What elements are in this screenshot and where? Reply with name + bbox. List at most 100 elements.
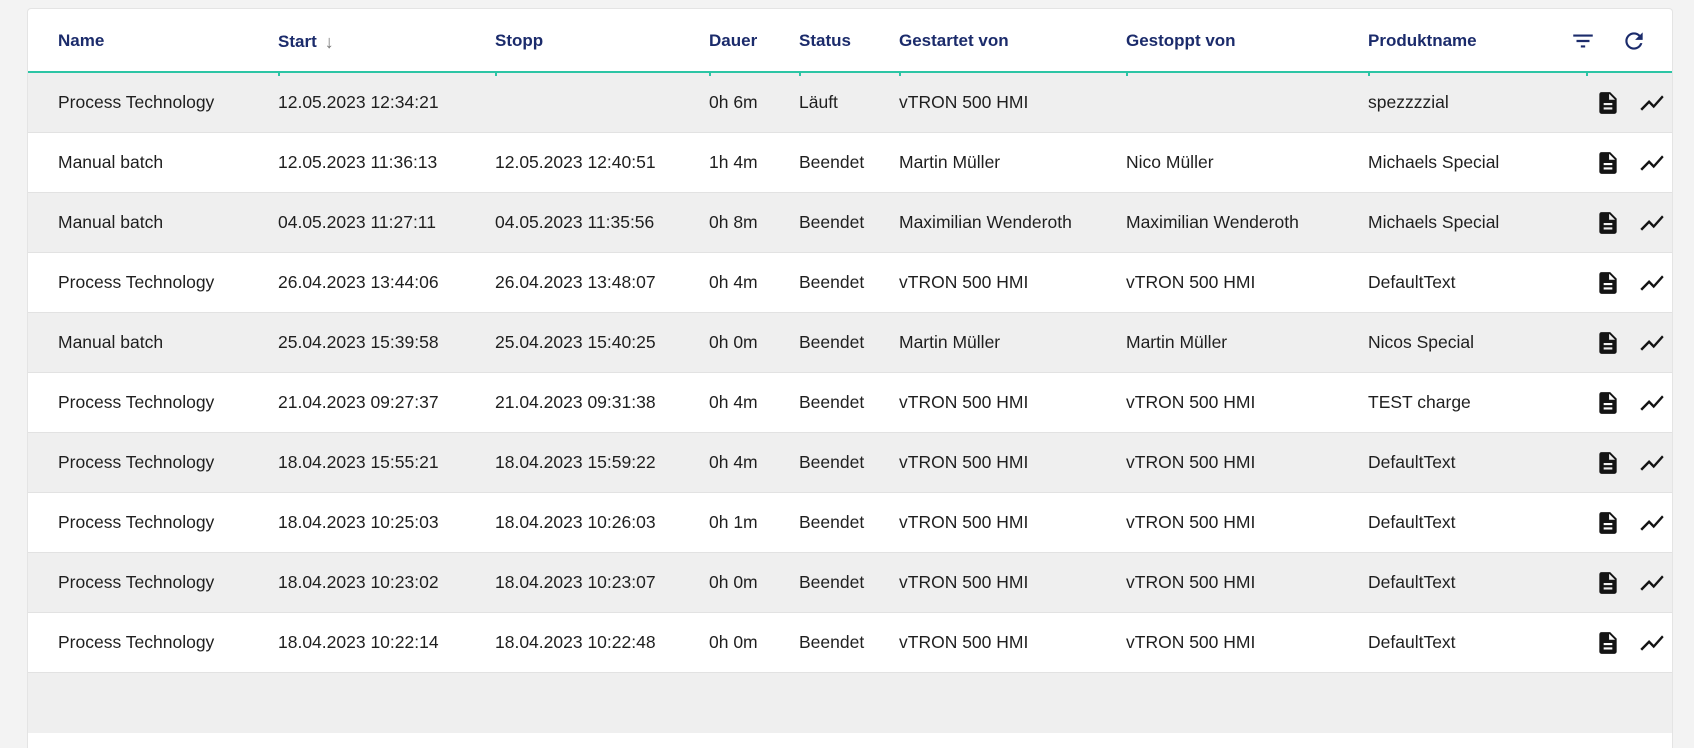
- cell-name: Process Technology: [58, 92, 215, 112]
- cell-dauer: 0h 8m: [709, 212, 758, 232]
- cell-produktname: DefaultText: [1368, 632, 1456, 652]
- cell-name: Manual batch: [58, 332, 164, 352]
- cell-dauer: 0h 6m: [709, 92, 758, 112]
- cell-stopp: 26.04.2023 13:48:07: [495, 272, 656, 292]
- cell-status: Beendet: [799, 452, 865, 472]
- document-icon: [1599, 451, 1617, 474]
- table-body: Process Technology 12.05.2023 12:34:21 0…: [28, 73, 1672, 733]
- batch-chart-button[interactable]: [1630, 449, 1672, 477]
- table-row[interactable]: Process Technology 18.04.2023 15:55:21 1…: [28, 433, 1672, 493]
- cell-gestartet-von: vTRON 500 HMI: [899, 92, 1029, 112]
- cell-status: Beendet: [799, 152, 865, 172]
- cell-start: 04.05.2023 11:27:11: [278, 212, 436, 232]
- cell-start: 26.04.2023 13:44:06: [278, 272, 439, 292]
- trend-line-icon: [1640, 634, 1664, 651]
- filter-list-icon: [1573, 34, 1593, 48]
- table-row-partial[interactable]: [28, 673, 1672, 733]
- batch-report-button[interactable]: [1586, 630, 1630, 656]
- col-header-name[interactable]: Name: [58, 31, 105, 50]
- col-header-start[interactable]: Start ↓: [278, 31, 334, 52]
- cell-name: Manual batch: [58, 212, 164, 232]
- cell-name: Process Technology: [58, 572, 215, 592]
- batch-report-button[interactable]: [1586, 210, 1630, 236]
- batch-report-button[interactable]: [1586, 90, 1630, 116]
- cell-gestoppt-von: Nico Müller: [1126, 152, 1214, 172]
- cell-gestoppt-von: vTRON 500 HMI: [1126, 572, 1256, 592]
- cell-stopp: 18.04.2023 10:23:07: [495, 572, 656, 592]
- batch-report-button[interactable]: [1586, 270, 1630, 296]
- col-header-stopp[interactable]: Stopp: [495, 31, 544, 50]
- trend-line-icon: [1640, 574, 1664, 591]
- batch-chart-button[interactable]: [1630, 89, 1672, 117]
- batch-report-button[interactable]: [1586, 330, 1630, 356]
- table-row[interactable]: Process Technology 18.04.2023 10:25:03 1…: [28, 493, 1672, 553]
- batch-chart-button[interactable]: [1630, 569, 1672, 597]
- table-row[interactable]: Process Technology 18.04.2023 10:22:14 1…: [28, 613, 1672, 673]
- table-row[interactable]: Process Technology 21.04.2023 09:27:37 2…: [28, 373, 1672, 433]
- cell-status: Läuft: [799, 92, 838, 112]
- table-row[interactable]: Process Technology 18.04.2023 10:23:02 1…: [28, 553, 1672, 613]
- batch-report-button[interactable]: [1586, 450, 1630, 476]
- document-icon: [1599, 631, 1617, 654]
- trend-line-icon: [1640, 154, 1664, 171]
- trend-line-icon: [1640, 214, 1664, 231]
- trend-line-icon: [1640, 94, 1664, 111]
- cell-start: 18.04.2023 10:23:02: [278, 572, 439, 592]
- batch-chart-button[interactable]: [1630, 509, 1672, 537]
- cell-start: 18.04.2023 10:25:03: [278, 512, 439, 532]
- cell-gestartet-von: vTRON 500 HMI: [899, 512, 1029, 532]
- batch-report-button[interactable]: [1586, 390, 1630, 416]
- cell-produktname: Nicos Special: [1368, 332, 1475, 352]
- col-header-gestoppt-von[interactable]: Gestoppt von: [1126, 31, 1236, 50]
- cell-start: 12.05.2023 12:34:21: [278, 92, 439, 112]
- cell-start: 18.04.2023 10:22:14: [278, 632, 439, 652]
- cell-produktname: spezzzzial: [1368, 92, 1449, 112]
- table-header: Name Start ↓ Stopp Dauer Status Gestartet…: [28, 9, 1672, 76]
- filter-list-button[interactable]: [1573, 28, 1630, 54]
- document-icon: [1599, 511, 1617, 534]
- cell-stopp: 21.04.2023 09:31:38: [495, 392, 656, 412]
- cell-dauer: 0h 4m: [709, 272, 758, 292]
- cell-status: Beendet: [799, 632, 865, 652]
- cell-start: 21.04.2023 09:27:37: [278, 392, 439, 412]
- cell-name: Process Technology: [58, 272, 215, 292]
- batch-report-button[interactable]: [1586, 510, 1630, 536]
- cell-stopp: 25.04.2023 15:40:25: [495, 332, 656, 352]
- batch-report-button[interactable]: [1586, 150, 1630, 176]
- cell-produktname: DefaultText: [1368, 512, 1456, 532]
- table-row[interactable]: Manual batch 12.05.2023 11:36:13 12.05.2…: [28, 133, 1672, 193]
- refresh-icon: [1625, 32, 1643, 50]
- document-icon: [1599, 391, 1617, 414]
- cell-produktname: DefaultText: [1368, 452, 1456, 472]
- cell-gestartet-von: Martin Müller: [899, 332, 1001, 352]
- batch-table-card: Name Start ↓ Stopp Dauer Status Gestartet…: [27, 8, 1673, 748]
- col-header-produktname[interactable]: Produktname: [1368, 31, 1477, 50]
- col-header-gestartet-von[interactable]: Gestartet von: [899, 31, 1009, 50]
- cell-produktname: DefaultText: [1368, 572, 1456, 592]
- batch-chart-button[interactable]: [1630, 389, 1672, 417]
- table-row[interactable]: Manual batch 04.05.2023 11:27:11 04.05.2…: [28, 193, 1672, 253]
- batch-chart-button[interactable]: [1630, 269, 1672, 297]
- cell-produktname: Michaels Special: [1368, 152, 1500, 172]
- cell-stopp: 18.04.2023 10:26:03: [495, 512, 656, 532]
- table-row[interactable]: Manual batch 25.04.2023 15:39:58 25.04.2…: [28, 313, 1672, 373]
- cell-status: Beendet: [799, 272, 865, 292]
- cell-produktname: DefaultText: [1368, 272, 1456, 292]
- cell-stopp: 18.04.2023 10:22:48: [495, 632, 656, 652]
- table-row[interactable]: Process Technology 12.05.2023 12:34:21 0…: [28, 73, 1672, 133]
- cell-gestartet-von: vTRON 500 HMI: [899, 272, 1029, 292]
- document-icon: [1599, 331, 1617, 354]
- cell-gestoppt-von: Martin Müller: [1126, 332, 1228, 352]
- batch-chart-button[interactable]: [1630, 149, 1672, 177]
- col-header-dauer[interactable]: Dauer: [709, 31, 758, 50]
- col-header-status[interactable]: Status: [799, 31, 851, 50]
- batch-chart-button[interactable]: [1630, 629, 1672, 657]
- cell-stopp: 04.05.2023 11:35:56: [495, 212, 655, 232]
- cell-dauer: 0h 0m: [709, 332, 758, 352]
- batch-chart-button[interactable]: [1630, 329, 1672, 357]
- batch-chart-button[interactable]: [1630, 209, 1672, 237]
- table-row[interactable]: Process Technology 26.04.2023 13:44:06 2…: [28, 253, 1672, 313]
- refresh-button[interactable]: [1625, 28, 1672, 54]
- batch-report-button[interactable]: [1586, 570, 1630, 596]
- cell-gestartet-von: Maximilian Wenderoth: [899, 212, 1072, 232]
